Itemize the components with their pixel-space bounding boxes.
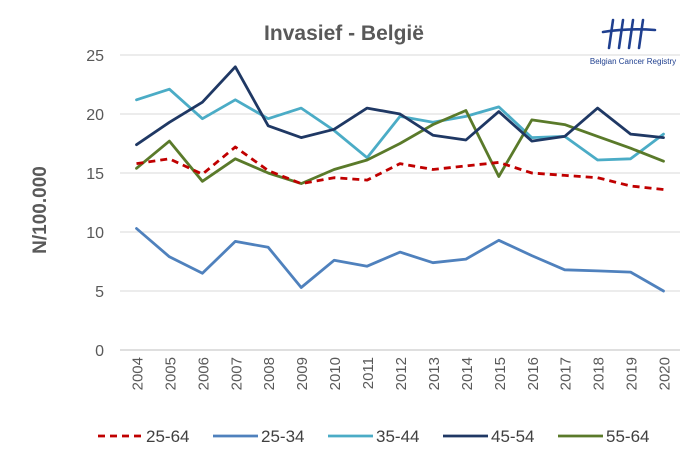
legend-label: 25-34 [261, 427, 304, 446]
legend-label: 35-44 [376, 427, 419, 446]
y-axis-title: N/100.000 [30, 166, 51, 254]
series-line-45-54 [135, 65, 665, 147]
x-tick-label: 2008 [261, 357, 278, 390]
series-lines [135, 65, 665, 293]
y-tick-label: 25 [86, 48, 104, 65]
logo-text: Belgian Cancer Registry [589, 57, 677, 66]
x-tick-label: 2007 [228, 357, 245, 390]
x-tick-label: 2011 [360, 357, 377, 389]
x-tick-label: 2004 [129, 357, 146, 390]
x-tick-label: 2009 [294, 357, 311, 390]
belgian-cancer-registry-logo: Belgian Cancer Registry [583, 8, 683, 68]
x-tick-label: 2014 [459, 357, 476, 390]
legend-label: 25-64 [146, 427, 189, 446]
tally-marks-icon [601, 18, 657, 50]
y-tick-label: 15 [86, 166, 104, 183]
x-tick-label: 2013 [426, 357, 443, 390]
x-tick-label: 2018 [591, 357, 608, 390]
x-axis-ticks: 2004 2005 2006 2007 2008 2009 2010 2011 2012 2013… [129, 357, 673, 390]
legend-label: 55-64 [606, 427, 649, 446]
legend: 25-64 25-34 35-44 45-54 55-64 [98, 427, 649, 446]
x-tick-label: 2005 [162, 357, 179, 390]
x-tick-label: 2017 [558, 357, 575, 390]
x-tick-label: 2010 [327, 357, 344, 390]
x-tick-label: 2020 [657, 357, 674, 390]
y-axis-ticks: 0 5 10 15 20 25 [86, 48, 104, 360]
y-tick-label: 0 [95, 343, 104, 360]
chart-title: Invasief - België [264, 22, 424, 45]
series-line-25-34 [135, 227, 665, 293]
x-tick-label: 2015 [492, 357, 509, 390]
x-tick-label: 2016 [525, 357, 542, 390]
x-tick-label: 2019 [624, 357, 641, 390]
y-tick-label: 20 [86, 107, 104, 124]
y-tick-label: 10 [86, 225, 104, 242]
series-line-25-64 [136, 145, 664, 191]
x-tick-label: 2012 [393, 357, 410, 390]
legend-label: 45-54 [491, 427, 534, 446]
series-line-35-44 [135, 87, 665, 162]
y-tick-label: 5 [95, 284, 104, 301]
x-tick-label: 2006 [195, 357, 212, 390]
